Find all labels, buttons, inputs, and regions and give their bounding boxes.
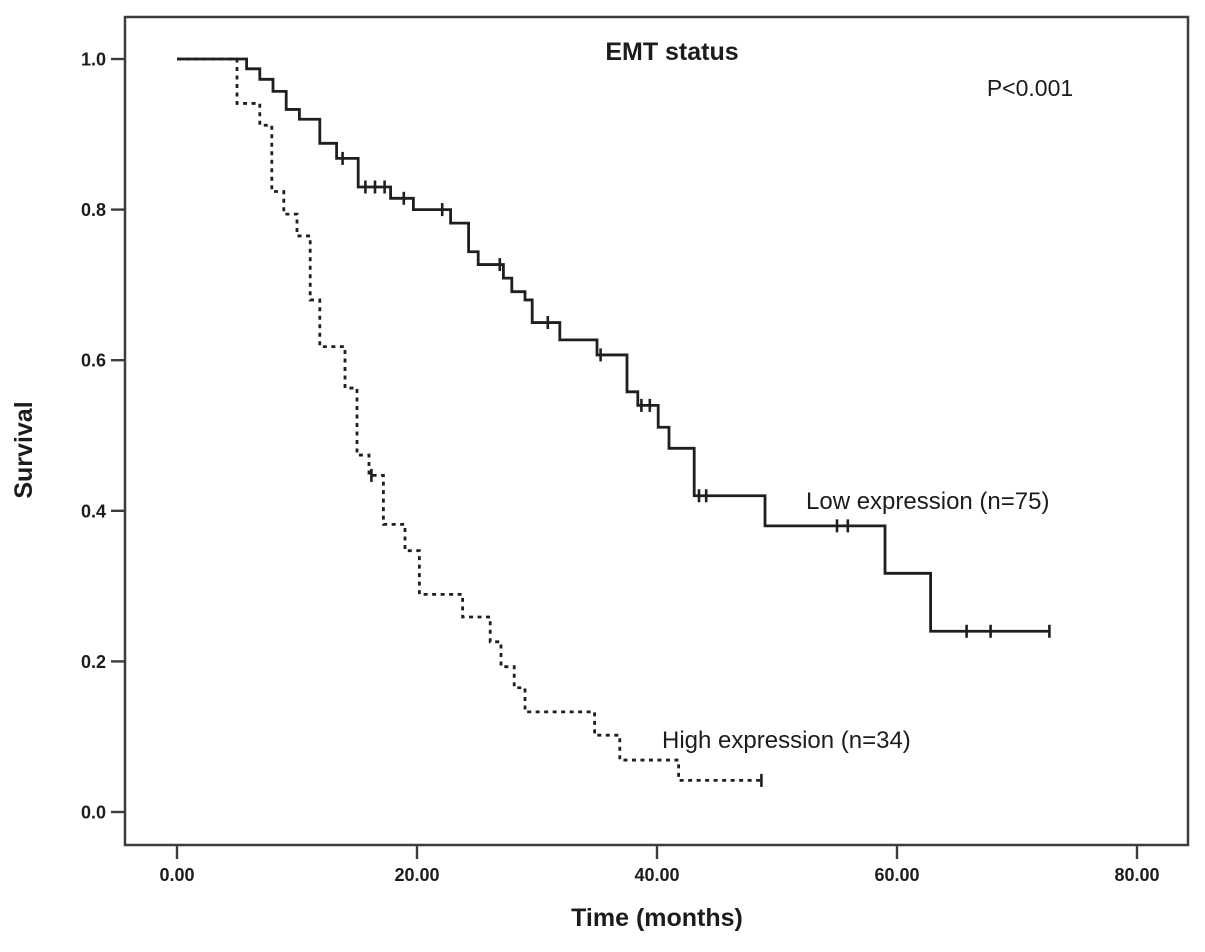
plot-frame xyxy=(123,15,1190,847)
high-expression-curve-label: High expression (n=34) xyxy=(662,727,911,754)
chart-title: EMT status xyxy=(605,38,738,66)
p-value-annotation: P<0.001 xyxy=(987,75,1073,101)
x-tick-label: 0.00 xyxy=(159,865,194,885)
y-tick-label: 0.8 xyxy=(81,200,106,220)
y-tick-label: 0.0 xyxy=(81,803,106,823)
y-tick-label: 1.0 xyxy=(81,50,106,70)
high-expression-curve xyxy=(177,57,762,782)
y-axis-title: Survival xyxy=(10,401,38,498)
x-axis-title: Time (months) xyxy=(571,904,743,932)
y-tick-label: 0.4 xyxy=(81,501,106,521)
x-tick-label: 40.00 xyxy=(634,865,679,885)
axes-layer: 1.0 0.8 0.6 0.4 0.2 0.0 0.00 20.00 40.00 60.00 80.… xyxy=(81,50,1160,886)
x-tick-label: 60.00 xyxy=(874,865,919,885)
low-expression-curve xyxy=(177,57,1050,633)
series-layer xyxy=(177,57,1051,787)
x-tick-label: 80.00 xyxy=(1114,865,1159,885)
y-tick-label: 0.2 xyxy=(81,652,106,672)
x-tick-label: 20.00 xyxy=(394,865,439,885)
y-tick-label: 0.6 xyxy=(81,351,106,371)
low-expression-curve-label: Low expression (n=75) xyxy=(806,488,1049,515)
